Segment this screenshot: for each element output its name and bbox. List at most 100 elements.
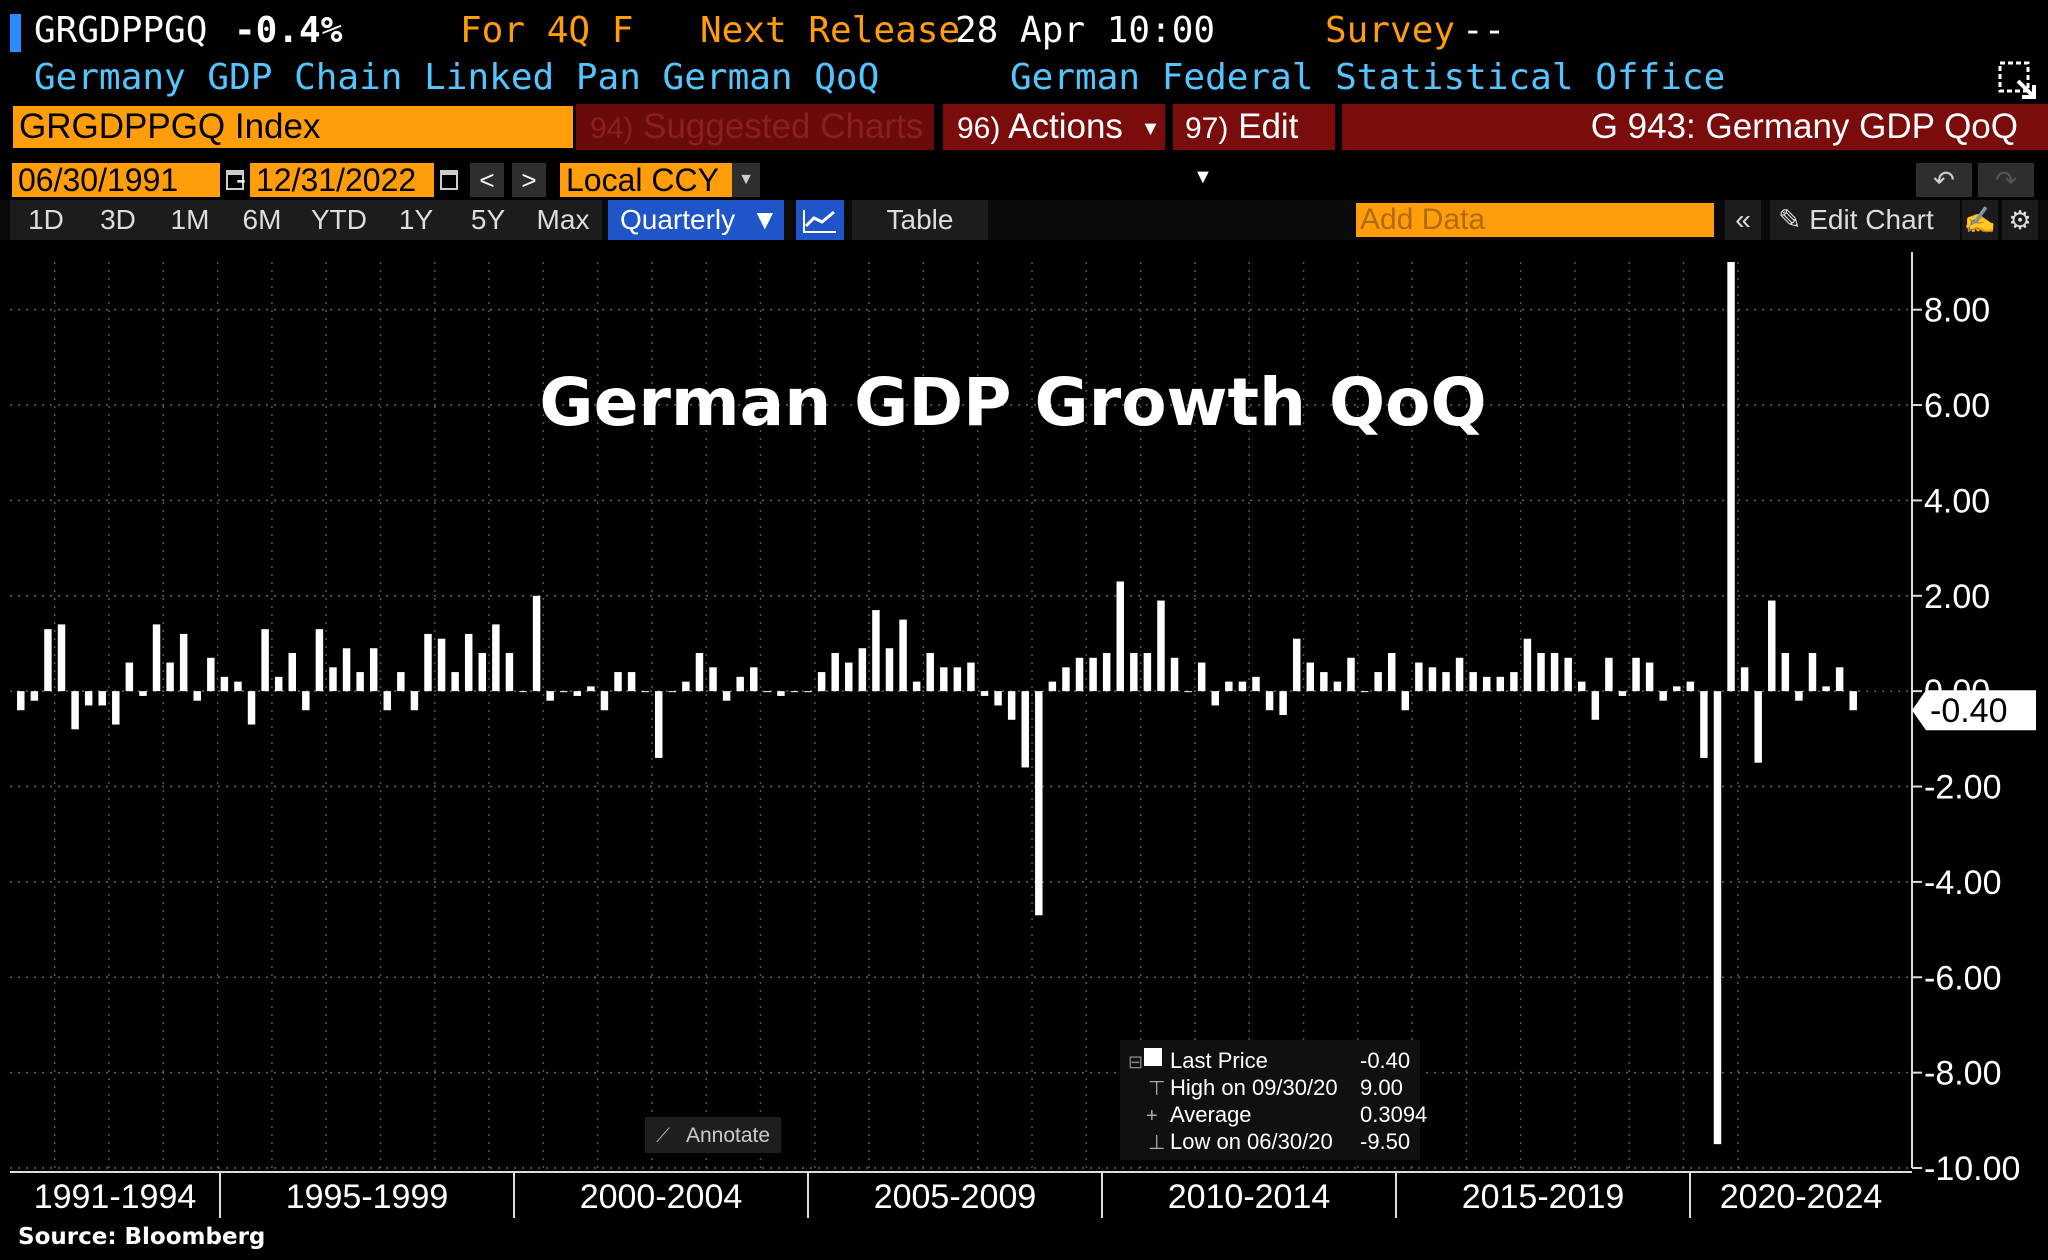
bar: [1808, 653, 1817, 692]
y-tick-label: -4.00: [1924, 864, 2002, 902]
ticker-symbol[interactable]: GRGDPPGQ: [34, 10, 208, 51]
bar: [722, 691, 731, 701]
chart-bars: [17, 262, 1857, 1145]
edit-menu[interactable]: 97) Edit ▼: [1173, 104, 1335, 188]
bar: [369, 648, 378, 692]
bar: [519, 691, 527, 693]
security-field[interactable]: GRGDPPGQ Index: [13, 106, 573, 148]
bar: [288, 653, 296, 692]
bar: [736, 676, 744, 692]
bar: [1075, 657, 1084, 692]
bar: [831, 653, 839, 692]
bar: [1252, 676, 1260, 692]
bar: [234, 681, 242, 692]
bar: [750, 667, 758, 692]
bar: [1768, 600, 1776, 692]
legend-collapse-icon[interactable]: ⊟: [1128, 1052, 1143, 1072]
chart-function-title: G 943: Germany GDP QoQ: [1342, 104, 2048, 150]
period-ytd[interactable]: YTD: [298, 200, 380, 240]
bar-chart: 8.006.004.002.000.00-2.00-4.00-6.00-8.00…: [10, 252, 2036, 1218]
bar: [1740, 667, 1749, 692]
currency-value: Local CCY: [566, 162, 719, 198]
bar: [84, 691, 93, 706]
redo-icon[interactable]: ↷: [1978, 163, 2034, 197]
bar: [845, 662, 853, 692]
y-tick-label: 4.00: [1924, 482, 1990, 520]
bar: [1048, 681, 1057, 692]
bar: [261, 629, 269, 692]
bar: [885, 648, 894, 692]
bar: [858, 648, 867, 692]
currency-dropdown-icon: ▼: [732, 163, 760, 197]
suggested-charts-button[interactable]: 94) Suggested Charts: [576, 104, 934, 150]
bar: [1700, 691, 1708, 758]
last-change: -0.4%: [234, 10, 343, 51]
period-5y[interactable]: 5Y: [452, 200, 524, 240]
bar: [492, 624, 500, 692]
survey-value: --: [1462, 10, 1506, 51]
bar: [410, 691, 419, 711]
bar: [139, 691, 147, 696]
bar: [980, 691, 989, 696]
bar: [573, 691, 582, 696]
table-button[interactable]: Table: [852, 200, 988, 240]
period-3d[interactable]: 3D: [82, 200, 154, 240]
bar: [71, 691, 79, 730]
edit-chart-button[interactable]: ✎ Edit Chart: [1770, 200, 1960, 240]
start-date-field[interactable]: 06/30/1991: [12, 163, 220, 197]
collapse-panel-icon[interactable]: «: [1725, 200, 1761, 240]
period-1d[interactable]: 1D: [10, 200, 82, 240]
bar: [1578, 681, 1586, 692]
bar: [967, 662, 975, 692]
chart-legend: ⊟ Last Price -0.40 ⊤ High on 09/30/20 9.…: [1120, 1040, 1427, 1160]
period-max[interactable]: Max: [524, 200, 602, 240]
average-marker-icon: +: [1146, 1105, 1158, 1127]
frequency-dropdown-icon: ▼: [750, 204, 779, 235]
y-tick-label: 2.00: [1924, 578, 1990, 616]
bar: [1116, 581, 1124, 692]
bar: [655, 691, 663, 758]
start-calendar-icon[interactable]: [226, 170, 244, 190]
period-6m[interactable]: 6M: [226, 200, 298, 240]
gear-icon[interactable]: ⚙: [2002, 200, 2038, 240]
bar: [1089, 657, 1097, 692]
prev-range-button[interactable]: <: [470, 163, 504, 197]
currency-select[interactable]: Local CCY ▼: [560, 163, 760, 197]
high-marker-icon: ⊤: [1148, 1078, 1165, 1100]
x-tick-label: 2010-2014: [1168, 1178, 1331, 1216]
bar: [1157, 600, 1165, 692]
bar: [112, 691, 120, 725]
undo-icon[interactable]: ↶: [1916, 163, 1972, 197]
bar: [1849, 691, 1857, 711]
bar: [424, 633, 432, 692]
bar: [1455, 657, 1464, 692]
line-chart-button[interactable]: [796, 200, 844, 240]
security-description: Germany GDP Chain Linked Pan German QoQ: [34, 57, 880, 98]
y-tick-label: -8.00: [1924, 1055, 2002, 1093]
period-1y[interactable]: 1Y: [380, 200, 452, 240]
bar: [1835, 667, 1844, 692]
frequency-select[interactable]: Quarterly ▼: [608, 200, 784, 240]
bar: [1279, 691, 1287, 715]
pencil-icon: ✎: [1778, 204, 1802, 235]
edit-icon[interactable]: ✍: [1962, 200, 1998, 240]
bar: [1211, 691, 1219, 706]
period-1m[interactable]: 1M: [154, 200, 226, 240]
bar: [940, 667, 948, 692]
next-range-button[interactable]: >: [512, 163, 546, 197]
bar: [1387, 653, 1396, 692]
period-bar: 1D 3D 1M 6M YTD 1Y 5Y Max Quarterly ▼ Ta…: [0, 200, 2048, 240]
expand-window-icon[interactable]: [1996, 59, 2040, 103]
bar: [912, 681, 921, 692]
function-toolbar: GRGDPPGQ Index 94) Suggested Charts 96) …: [0, 104, 2048, 188]
bar: [152, 624, 161, 692]
bar: [1591, 691, 1600, 720]
actions-menu[interactable]: 96) Actions ▼: [943, 104, 1165, 150]
add-data-input[interactable]: Add Data: [1356, 203, 1714, 237]
annotate-button[interactable]: ⟋ Annotate: [645, 1117, 781, 1153]
y-tick-label: -2.00: [1924, 769, 2002, 807]
bar: [587, 686, 595, 692]
end-calendar-icon[interactable]: [440, 170, 458, 190]
end-date-field[interactable]: 12/31/2022: [250, 163, 434, 197]
bar: [1428, 667, 1437, 692]
